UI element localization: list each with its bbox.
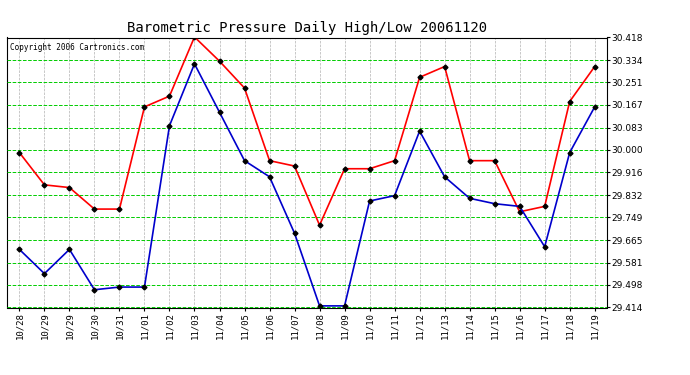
Text: Copyright 2006 Cartronics.com: Copyright 2006 Cartronics.com xyxy=(10,43,144,52)
Title: Barometric Pressure Daily High/Low 20061120: Barometric Pressure Daily High/Low 20061… xyxy=(127,21,487,35)
